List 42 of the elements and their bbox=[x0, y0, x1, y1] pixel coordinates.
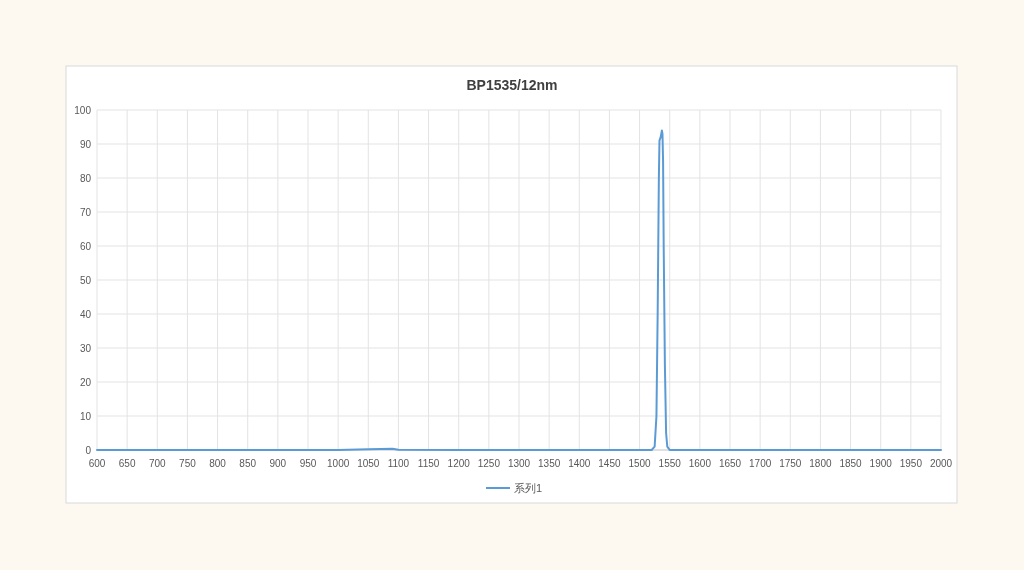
x-tick-label: 950 bbox=[299, 458, 317, 469]
x-tick-label: 1700 bbox=[749, 458, 772, 469]
x-tick-label: 1250 bbox=[477, 458, 501, 469]
x-tick-label: 800 bbox=[209, 458, 227, 469]
x-tick-label: 1200 bbox=[447, 458, 471, 469]
legend-label: 系列1 bbox=[514, 482, 543, 494]
y-tick-label: 20 bbox=[79, 376, 92, 388]
x-tick-label: 850 bbox=[239, 458, 257, 469]
x-tick-label: 1850 bbox=[839, 458, 863, 469]
x-tick-label: 650 bbox=[118, 458, 136, 469]
x-tick-label: 1750 bbox=[779, 458, 802, 469]
y-tick-label: 50 bbox=[79, 274, 92, 286]
y-tick-label: 80 bbox=[79, 172, 92, 184]
y-tick-label: 10 bbox=[79, 410, 92, 422]
x-tick-label: 1500 bbox=[628, 458, 652, 469]
y-tick-label: 100 bbox=[74, 104, 92, 116]
x-tick-label: 1650 bbox=[718, 458, 742, 469]
x-tick-label: 1000 bbox=[327, 458, 350, 469]
y-tick-label: 90 bbox=[79, 138, 92, 150]
x-tick-label: 1800 bbox=[809, 458, 832, 469]
y-tick-label: 40 bbox=[79, 308, 92, 320]
x-tick-label: 2000 bbox=[929, 458, 953, 469]
x-tick-label: 1600 bbox=[688, 458, 712, 469]
x-tick-label: 750 bbox=[179, 458, 197, 469]
x-tick-label: 1550 bbox=[658, 458, 682, 469]
x-tick-label: 1900 bbox=[869, 458, 893, 469]
x-tick-label: 1150 bbox=[417, 458, 440, 469]
x-tick-label: 900 bbox=[269, 458, 287, 469]
y-tick-label: 60 bbox=[79, 240, 92, 252]
chart-title: BP1535/12nm bbox=[466, 77, 558, 93]
x-tick-label: 600 bbox=[88, 458, 106, 469]
x-tick-label: 1350 bbox=[538, 458, 561, 469]
x-tick-label: 1100 bbox=[387, 458, 410, 469]
x-tick-label: 1400 bbox=[568, 458, 591, 469]
y-tick-label: 70 bbox=[79, 206, 92, 218]
x-tick-label: 700 bbox=[148, 458, 167, 469]
x-tick-label: 1950 bbox=[899, 458, 923, 469]
x-tick-label: 1450 bbox=[598, 458, 621, 469]
y-tick-label: 30 bbox=[79, 342, 92, 354]
x-tick-label: 1050 bbox=[357, 458, 380, 469]
x-tick-label: 1300 bbox=[507, 458, 531, 469]
y-tick-label: 0 bbox=[85, 444, 92, 456]
